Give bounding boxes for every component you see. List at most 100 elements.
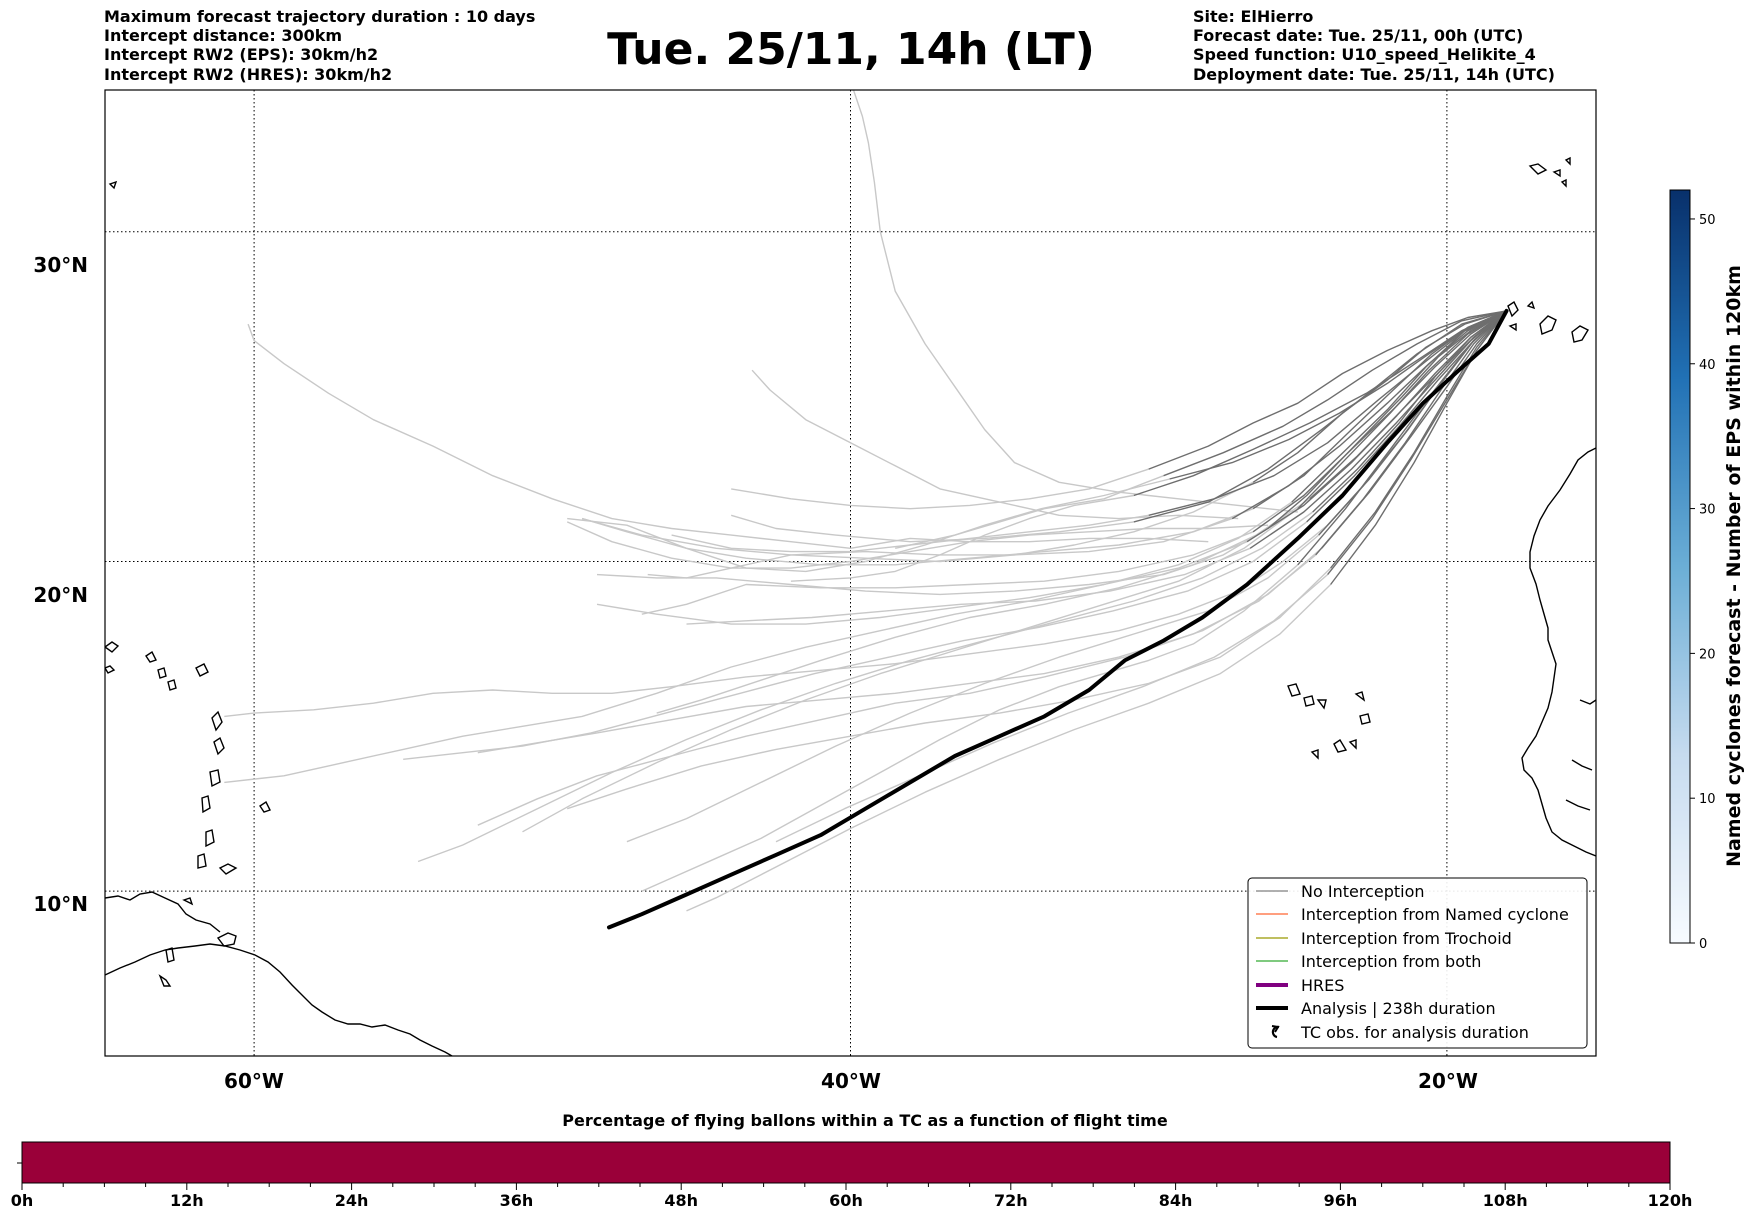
percentage-bar-ticks: 0h 12h 24h 36h 48h 60h 72h 84h 96h 108h 120h bbox=[11, 1183, 1693, 1210]
coastline-trinidad bbox=[216, 932, 237, 947]
eps-track-far bbox=[686, 547, 1251, 625]
eps-track-far bbox=[566, 567, 1332, 810]
eps-track-near bbox=[1327, 310, 1508, 576]
map-frame bbox=[104, 89, 1597, 1057]
percentage-bar-tick-label: 72h bbox=[994, 1191, 1028, 1210]
eps-track-far bbox=[477, 554, 1317, 754]
legend-label: No Interception bbox=[1301, 882, 1425, 901]
percentage-bar-fill bbox=[22, 1142, 1670, 1183]
eps-track-near bbox=[1252, 310, 1507, 533]
header-right: Site: ElHierro Forecast date: Tue. 25/11… bbox=[1193, 7, 1555, 84]
percentage-bar-tick-label: 120h bbox=[1648, 1191, 1693, 1210]
lat-tick-label: 20°N bbox=[33, 583, 88, 607]
eps-track-far bbox=[852, 90, 1298, 513]
legend: No Interception Interception from Named … bbox=[1247, 877, 1588, 1049]
eps-track-far bbox=[731, 514, 1134, 543]
analysis-track-line bbox=[607, 308, 1509, 930]
eps-track-near bbox=[1163, 310, 1507, 477]
eps-track-far bbox=[566, 521, 1269, 569]
percentage-bar: Percentage of flying ballons within a TC… bbox=[11, 1111, 1693, 1210]
map-panel: 30°N 20°N 10°N 60°W 40°W 20°W bbox=[33, 89, 1597, 1093]
percentage-bar-tick-label: 60h bbox=[829, 1191, 863, 1210]
lon-tick-label: 40°W bbox=[821, 1069, 881, 1093]
colorbar-tick-label: 0 bbox=[1699, 937, 1707, 952]
header-left-line: Intercept distance: 300km bbox=[104, 26, 342, 45]
header-right-line: Deployment date: Tue. 25/11, 14h (UTC) bbox=[1193, 65, 1555, 84]
eps-track-far bbox=[224, 501, 1293, 784]
eps-track-far bbox=[641, 531, 1254, 615]
header-left-line: Intercept RW2 (EPS): 30km/h2 bbox=[104, 45, 378, 64]
eps-track-far bbox=[895, 475, 1164, 549]
eps-track-far bbox=[247, 323, 1209, 549]
colorbar-tick-label: 20 bbox=[1699, 647, 1716, 662]
header-left-line: Maximum forecast trajectory duration : 1… bbox=[104, 7, 535, 26]
eps-track-far bbox=[751, 369, 1239, 520]
legend-entry: Interception from Trochoid bbox=[1256, 929, 1512, 948]
eps-track-far bbox=[775, 574, 1329, 843]
coastline-madeira bbox=[1528, 156, 1571, 188]
legend-label: Interception from both bbox=[1301, 952, 1481, 971]
eps-track-near bbox=[1327, 310, 1507, 526]
eps-track-near bbox=[1330, 310, 1508, 569]
legend-label: Interception from Trochoid bbox=[1301, 929, 1512, 948]
eps-track-far bbox=[567, 478, 1170, 573]
percentage-bar-tick-label: 36h bbox=[500, 1191, 534, 1210]
percentage-bar-title: Percentage of flying ballons within a TC… bbox=[562, 1111, 1168, 1130]
colorbar-tick-label: 30 bbox=[1699, 503, 1716, 518]
tc-symbol-icon bbox=[1271, 1025, 1280, 1039]
eps-track-far bbox=[790, 494, 1134, 582]
coastline-lesser-antilles bbox=[197, 710, 238, 875]
coastline-virgin-islands bbox=[145, 650, 271, 813]
legend-label: TC obs. for analysis duration bbox=[1300, 1023, 1529, 1042]
percentage-bar-tick-label: 0h bbox=[11, 1191, 34, 1210]
colorbar: 0 10 20 30 40 50 Named cyclones forecast - Nu… bbox=[1669, 189, 1745, 952]
colorbar-gradient bbox=[1669, 189, 1691, 944]
eps-track-far bbox=[417, 511, 1314, 863]
eps-track-far bbox=[581, 508, 1254, 566]
legend-entry: Interception from Named cyclone bbox=[1256, 905, 1569, 924]
header-left: Maximum forecast trajectory duration : 1… bbox=[104, 7, 535, 84]
percentage-bar-tick-label: 12h bbox=[170, 1191, 204, 1210]
coastline-africa-rivers bbox=[1565, 699, 1596, 811]
coastlines bbox=[105, 156, 1596, 1056]
eps-track-far bbox=[686, 583, 1332, 912]
coastline-puerto-rico bbox=[105, 641, 120, 674]
colorbar-tick-label: 50 bbox=[1699, 213, 1716, 228]
eps-tracks-far bbox=[224, 90, 1332, 912]
legend-label: Analysis | 238h duration bbox=[1301, 999, 1496, 1018]
eps-track-far bbox=[403, 521, 1308, 760]
eps-track-far bbox=[731, 468, 1149, 510]
legend-entry: TC obs. for analysis duration bbox=[1271, 1023, 1529, 1042]
figure-title: Tue. 25/11, 14h (LT) bbox=[607, 24, 1095, 75]
header-right-line: Site: ElHierro bbox=[1193, 7, 1313, 26]
coastline-africa bbox=[1521, 447, 1596, 857]
coastline-small-islands bbox=[108, 180, 194, 987]
legend-entry: No Interception bbox=[1256, 882, 1425, 901]
eps-tracks-near bbox=[1133, 310, 1508, 585]
eps-track-near bbox=[1267, 310, 1507, 530]
legend-entry: HRES bbox=[1256, 976, 1344, 995]
eps-track-near bbox=[1169, 310, 1507, 480]
percentage-bar-tick-label: 24h bbox=[335, 1191, 369, 1210]
colorbar-tick-label: 40 bbox=[1699, 358, 1716, 373]
legend-entry: Interception from both bbox=[1256, 952, 1481, 971]
legend-label: HRES bbox=[1301, 976, 1344, 995]
header-left-line: Intercept RW2 (HRES): 30km/h2 bbox=[104, 65, 392, 84]
percentage-bar-tick-label: 84h bbox=[1159, 1191, 1193, 1210]
eps-track-far bbox=[641, 564, 1299, 892]
eps-track-far bbox=[477, 547, 1323, 826]
header-right-line: Speed function: U10_speed_Helikite_4 bbox=[1193, 45, 1536, 64]
lon-tick-label: 60°W bbox=[224, 1069, 284, 1093]
lon-tick-label: 20°W bbox=[1418, 1069, 1478, 1093]
colorbar-ticks: 0 10 20 30 40 50 bbox=[1690, 213, 1716, 952]
eps-track-near bbox=[1148, 310, 1507, 516]
eps-track-far bbox=[224, 524, 1329, 718]
percentage-bar-tick-label: 108h bbox=[1483, 1191, 1528, 1210]
legend-box bbox=[1247, 877, 1588, 1049]
coastline-cape-verde bbox=[1287, 683, 1371, 760]
eps-track-far bbox=[656, 498, 1311, 714]
colorbar-tick-label: 10 bbox=[1699, 792, 1716, 807]
lat-tick-label: 30°N bbox=[33, 253, 88, 277]
eps-track-near bbox=[1148, 310, 1507, 470]
